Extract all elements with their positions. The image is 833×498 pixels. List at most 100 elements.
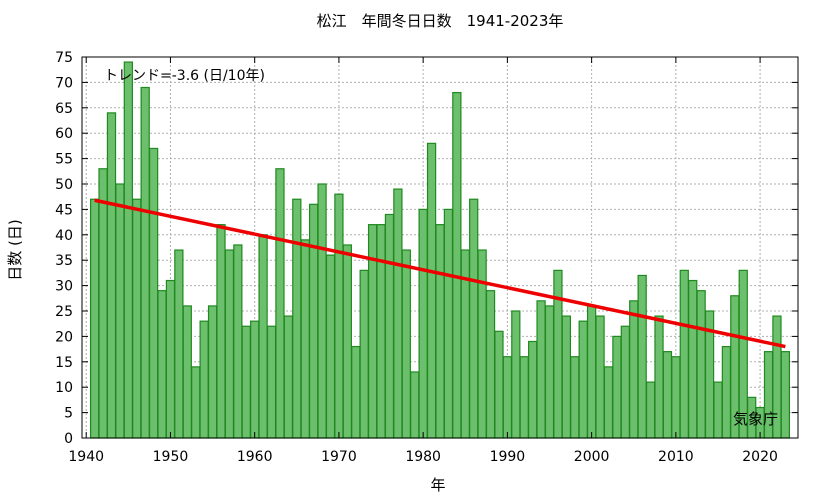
bar xyxy=(266,325,277,439)
bar xyxy=(612,335,622,439)
x-tick-label: 1990 xyxy=(490,449,526,465)
bar xyxy=(671,356,681,439)
bar xyxy=(662,351,673,439)
bar xyxy=(629,300,639,439)
bar xyxy=(106,112,117,439)
y-tick-label: 15 xyxy=(55,355,73,371)
bar xyxy=(595,315,605,439)
y-tick-label: 65 xyxy=(55,101,73,117)
bar xyxy=(477,249,487,439)
source-label: 気象庁 xyxy=(733,410,778,428)
y-tick-label: 20 xyxy=(55,329,73,345)
y-axis-label: 日数 (日) xyxy=(6,219,24,280)
bar xyxy=(140,86,150,439)
chart-title: 松江 年間冬日日数 1941-2023年 xyxy=(317,12,564,30)
plot-frame xyxy=(81,56,799,439)
bar xyxy=(561,315,571,439)
x-axis-label: 年 xyxy=(430,476,445,494)
ticks xyxy=(82,56,798,439)
bar xyxy=(157,290,167,439)
bar xyxy=(696,290,706,439)
bar xyxy=(275,168,285,439)
bar xyxy=(250,320,260,439)
y-tick-label: 35 xyxy=(55,253,73,269)
bar xyxy=(115,183,125,439)
y-tick-label: 75 xyxy=(55,50,73,66)
bar xyxy=(620,325,630,439)
bar xyxy=(435,224,445,439)
trend-label: トレンド=-3.6 (日/10年) xyxy=(104,68,265,84)
y-tick-label: 0 xyxy=(64,431,73,447)
bar xyxy=(586,305,597,439)
bar xyxy=(401,249,411,439)
y-tick-label: 50 xyxy=(55,177,73,193)
x-tick-label: 1940 xyxy=(68,449,104,465)
bar xyxy=(359,269,369,439)
bar xyxy=(233,244,243,439)
y-tick-label: 70 xyxy=(55,75,73,91)
bar xyxy=(570,356,580,439)
bar xyxy=(721,345,732,439)
x-tick-label: 1960 xyxy=(237,449,273,465)
bar xyxy=(469,198,479,439)
bar xyxy=(384,213,395,439)
bar xyxy=(207,305,218,439)
bar xyxy=(283,315,294,439)
x-tick-label: 2010 xyxy=(658,449,694,465)
bar xyxy=(182,305,192,439)
bar xyxy=(679,269,689,439)
bar xyxy=(165,279,176,439)
trend-layer xyxy=(94,198,786,349)
bars xyxy=(89,61,791,439)
x-tick-label: 1970 xyxy=(321,449,357,465)
bar xyxy=(410,371,420,439)
bar xyxy=(317,183,327,439)
bar xyxy=(367,224,378,439)
bar xyxy=(123,61,133,439)
bar xyxy=(376,224,386,439)
y-tick-label: 60 xyxy=(55,126,73,142)
bar xyxy=(553,269,563,439)
bar xyxy=(426,142,437,439)
bar xyxy=(603,366,614,439)
x-tick-label: 2000 xyxy=(574,449,610,465)
bar xyxy=(780,351,791,439)
bar xyxy=(688,279,698,439)
y-tick-labels: 0 5 10 15 20 25 30 35 40 45 50 55 60 65 70 75 xyxy=(55,50,73,447)
bar xyxy=(418,208,428,439)
bar xyxy=(342,244,352,439)
bar xyxy=(452,91,462,439)
y-tick-label: 30 xyxy=(55,279,73,295)
bar xyxy=(300,239,310,439)
y-tick-label: 40 xyxy=(55,228,73,244)
bar xyxy=(199,320,209,439)
bar xyxy=(98,168,108,439)
trend-line xyxy=(94,198,786,349)
x-tick-label: 1980 xyxy=(405,449,441,465)
bar xyxy=(645,381,656,439)
bar xyxy=(637,274,647,439)
y-tick-label: 10 xyxy=(55,380,73,396)
bar xyxy=(258,234,268,439)
bar xyxy=(148,147,159,439)
bar xyxy=(544,305,555,439)
x-tick-labels: 1940 1950 1960 1970 1980 1990 2000 2010 2020 xyxy=(68,449,778,465)
bar xyxy=(334,193,344,439)
y-tick-label: 55 xyxy=(55,152,73,168)
bar xyxy=(502,356,513,439)
bar xyxy=(309,203,319,439)
bar xyxy=(174,249,184,439)
bar xyxy=(132,198,142,439)
y-tick-label: 25 xyxy=(55,304,73,320)
bar xyxy=(713,381,723,439)
bar xyxy=(494,330,504,439)
bar xyxy=(325,254,336,439)
bar xyxy=(519,356,529,439)
bar xyxy=(191,366,201,439)
x-tick-label: 1950 xyxy=(153,449,189,465)
bar xyxy=(393,188,403,439)
bar xyxy=(485,290,496,439)
bar xyxy=(654,315,664,439)
bar xyxy=(578,320,588,439)
